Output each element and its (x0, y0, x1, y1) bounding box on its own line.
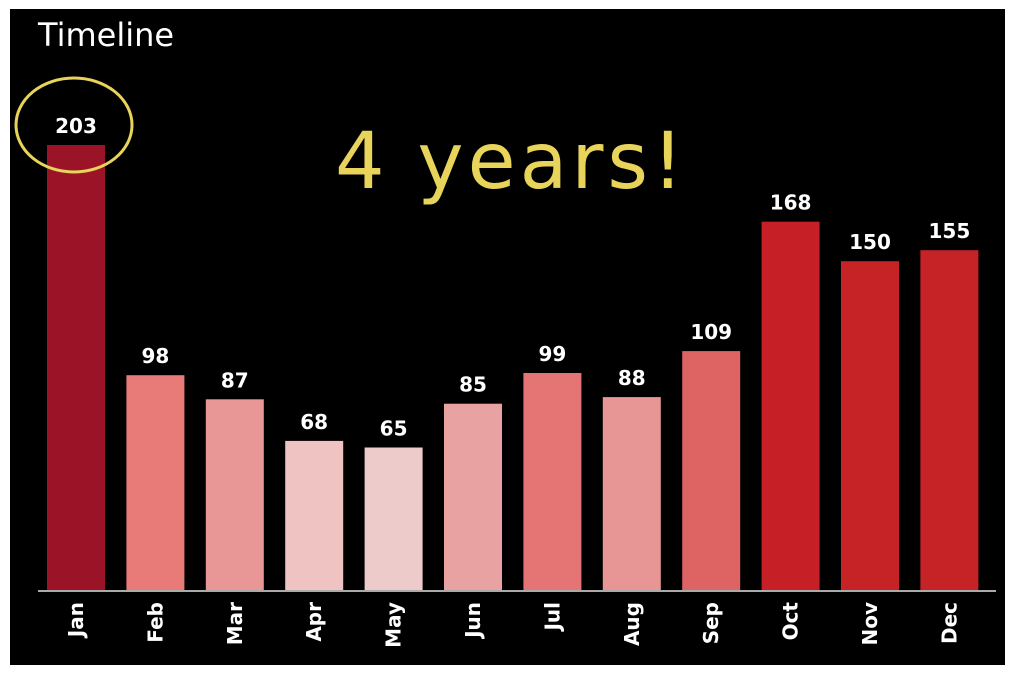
bar-dec (920, 250, 979, 590)
bar-nov (841, 261, 899, 590)
value-label-mar: 87 (221, 368, 249, 392)
bar-aug (602, 397, 661, 590)
x-tick-may: May (382, 602, 406, 648)
value-label-apr: 68 (300, 410, 328, 434)
x-tick-jan: Jan (64, 602, 88, 639)
bar-feb (126, 375, 185, 590)
value-label-jan: 203 (55, 114, 97, 138)
bar-apr (285, 440, 344, 590)
value-label-dec: 155 (929, 219, 971, 243)
value-label-aug: 88 (618, 366, 646, 390)
bar-jan (47, 145, 105, 590)
value-label-jun: 85 (459, 373, 487, 397)
value-label-jul: 99 (538, 342, 566, 366)
x-tick-oct: Oct (779, 602, 803, 641)
bar-oct (761, 221, 820, 590)
highlight-circle (14, 76, 134, 174)
x-tick-jun: Jun (461, 602, 485, 640)
value-label-oct: 168 (770, 191, 812, 215)
bar-may (364, 447, 423, 590)
value-label-feb: 98 (141, 344, 169, 368)
value-label-nov: 150 (849, 230, 891, 254)
x-tick-aug: Aug (620, 602, 644, 646)
x-tick-nov: Nov (858, 602, 882, 646)
bar-mar (205, 399, 264, 590)
bars-layer (47, 145, 979, 590)
x-tick-sep: Sep (699, 602, 723, 644)
x-tick-dec: Dec (937, 602, 961, 644)
handwritten-annotation: 4 years! (335, 117, 687, 207)
x-tick-labels-layer: Jan Feb Mar Apr May Jun Jul Aug Sep Oct Nov Dec (64, 602, 961, 648)
value-labels-layer: 203 98 87 68 65 85 99 88 109 168 150 155 (55, 114, 970, 441)
bar-sep (682, 351, 741, 590)
value-label-sep: 109 (690, 320, 732, 344)
x-tick-mar: Mar (223, 602, 247, 645)
x-tick-jul: Jul (540, 602, 564, 633)
x-tick-apr: Apr (302, 602, 326, 642)
chart-title: Timeline (37, 16, 174, 54)
value-label-may: 65 (380, 417, 408, 441)
x-tick-feb: Feb (143, 602, 167, 643)
bar-jul (523, 373, 582, 590)
bar-jun (444, 403, 502, 590)
